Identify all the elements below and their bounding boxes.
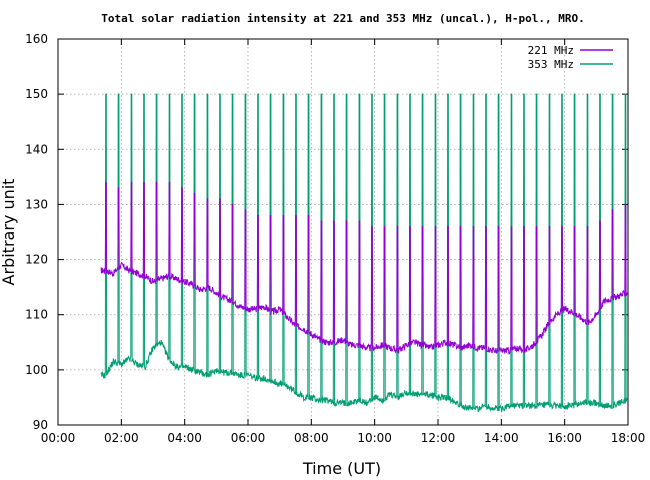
y-axis-label: Arbitrary unit bbox=[0, 179, 18, 286]
legend-label-353: 353 MHz bbox=[528, 58, 574, 71]
y-tick-label: 110 bbox=[25, 308, 48, 322]
series-221-line bbox=[100, 181, 629, 355]
x-tick-label: 16:00 bbox=[547, 431, 582, 445]
x-tick-label: 02:00 bbox=[104, 431, 139, 445]
x-axis-label: Time (UT) bbox=[302, 459, 381, 478]
x-tick-label: 00:00 bbox=[41, 431, 76, 445]
y-tick-label: 100 bbox=[25, 363, 48, 377]
chart-title: Total solar radiation intensity at 221 a… bbox=[101, 12, 584, 25]
plot-frame bbox=[57, 38, 629, 426]
x-axis-ticks: 00:00 02:00 04:00 06:00 08:00 10:00 12:00 14:00… bbox=[41, 39, 646, 445]
y-tick-label: 150 bbox=[25, 87, 48, 101]
y-tick-label: 140 bbox=[25, 142, 48, 156]
x-tick-label: 08:00 bbox=[294, 431, 329, 445]
gridlines bbox=[58, 39, 628, 425]
x-tick-label: 04:00 bbox=[167, 431, 202, 445]
y-tick-label: 130 bbox=[25, 197, 48, 211]
x-tick-label: 06:00 bbox=[231, 431, 266, 445]
y-tick-label: 160 bbox=[25, 32, 48, 46]
x-tick-label: 12:00 bbox=[421, 431, 456, 445]
legend: 221 MHz 353 MHz bbox=[528, 44, 613, 71]
legend-label-221: 221 MHz bbox=[528, 44, 574, 57]
x-tick-label: 14:00 bbox=[484, 431, 519, 445]
series-353-line bbox=[100, 93, 629, 413]
y-tick-label: 120 bbox=[25, 253, 48, 267]
y-axis-ticks: 90 100 110 120 130 140 150 160 bbox=[25, 32, 628, 432]
x-tick-label: 10:00 bbox=[357, 431, 392, 445]
plot-area bbox=[100, 93, 629, 413]
x-tick-label: 18:00 bbox=[611, 431, 646, 445]
y-tick-label: 90 bbox=[33, 418, 48, 432]
